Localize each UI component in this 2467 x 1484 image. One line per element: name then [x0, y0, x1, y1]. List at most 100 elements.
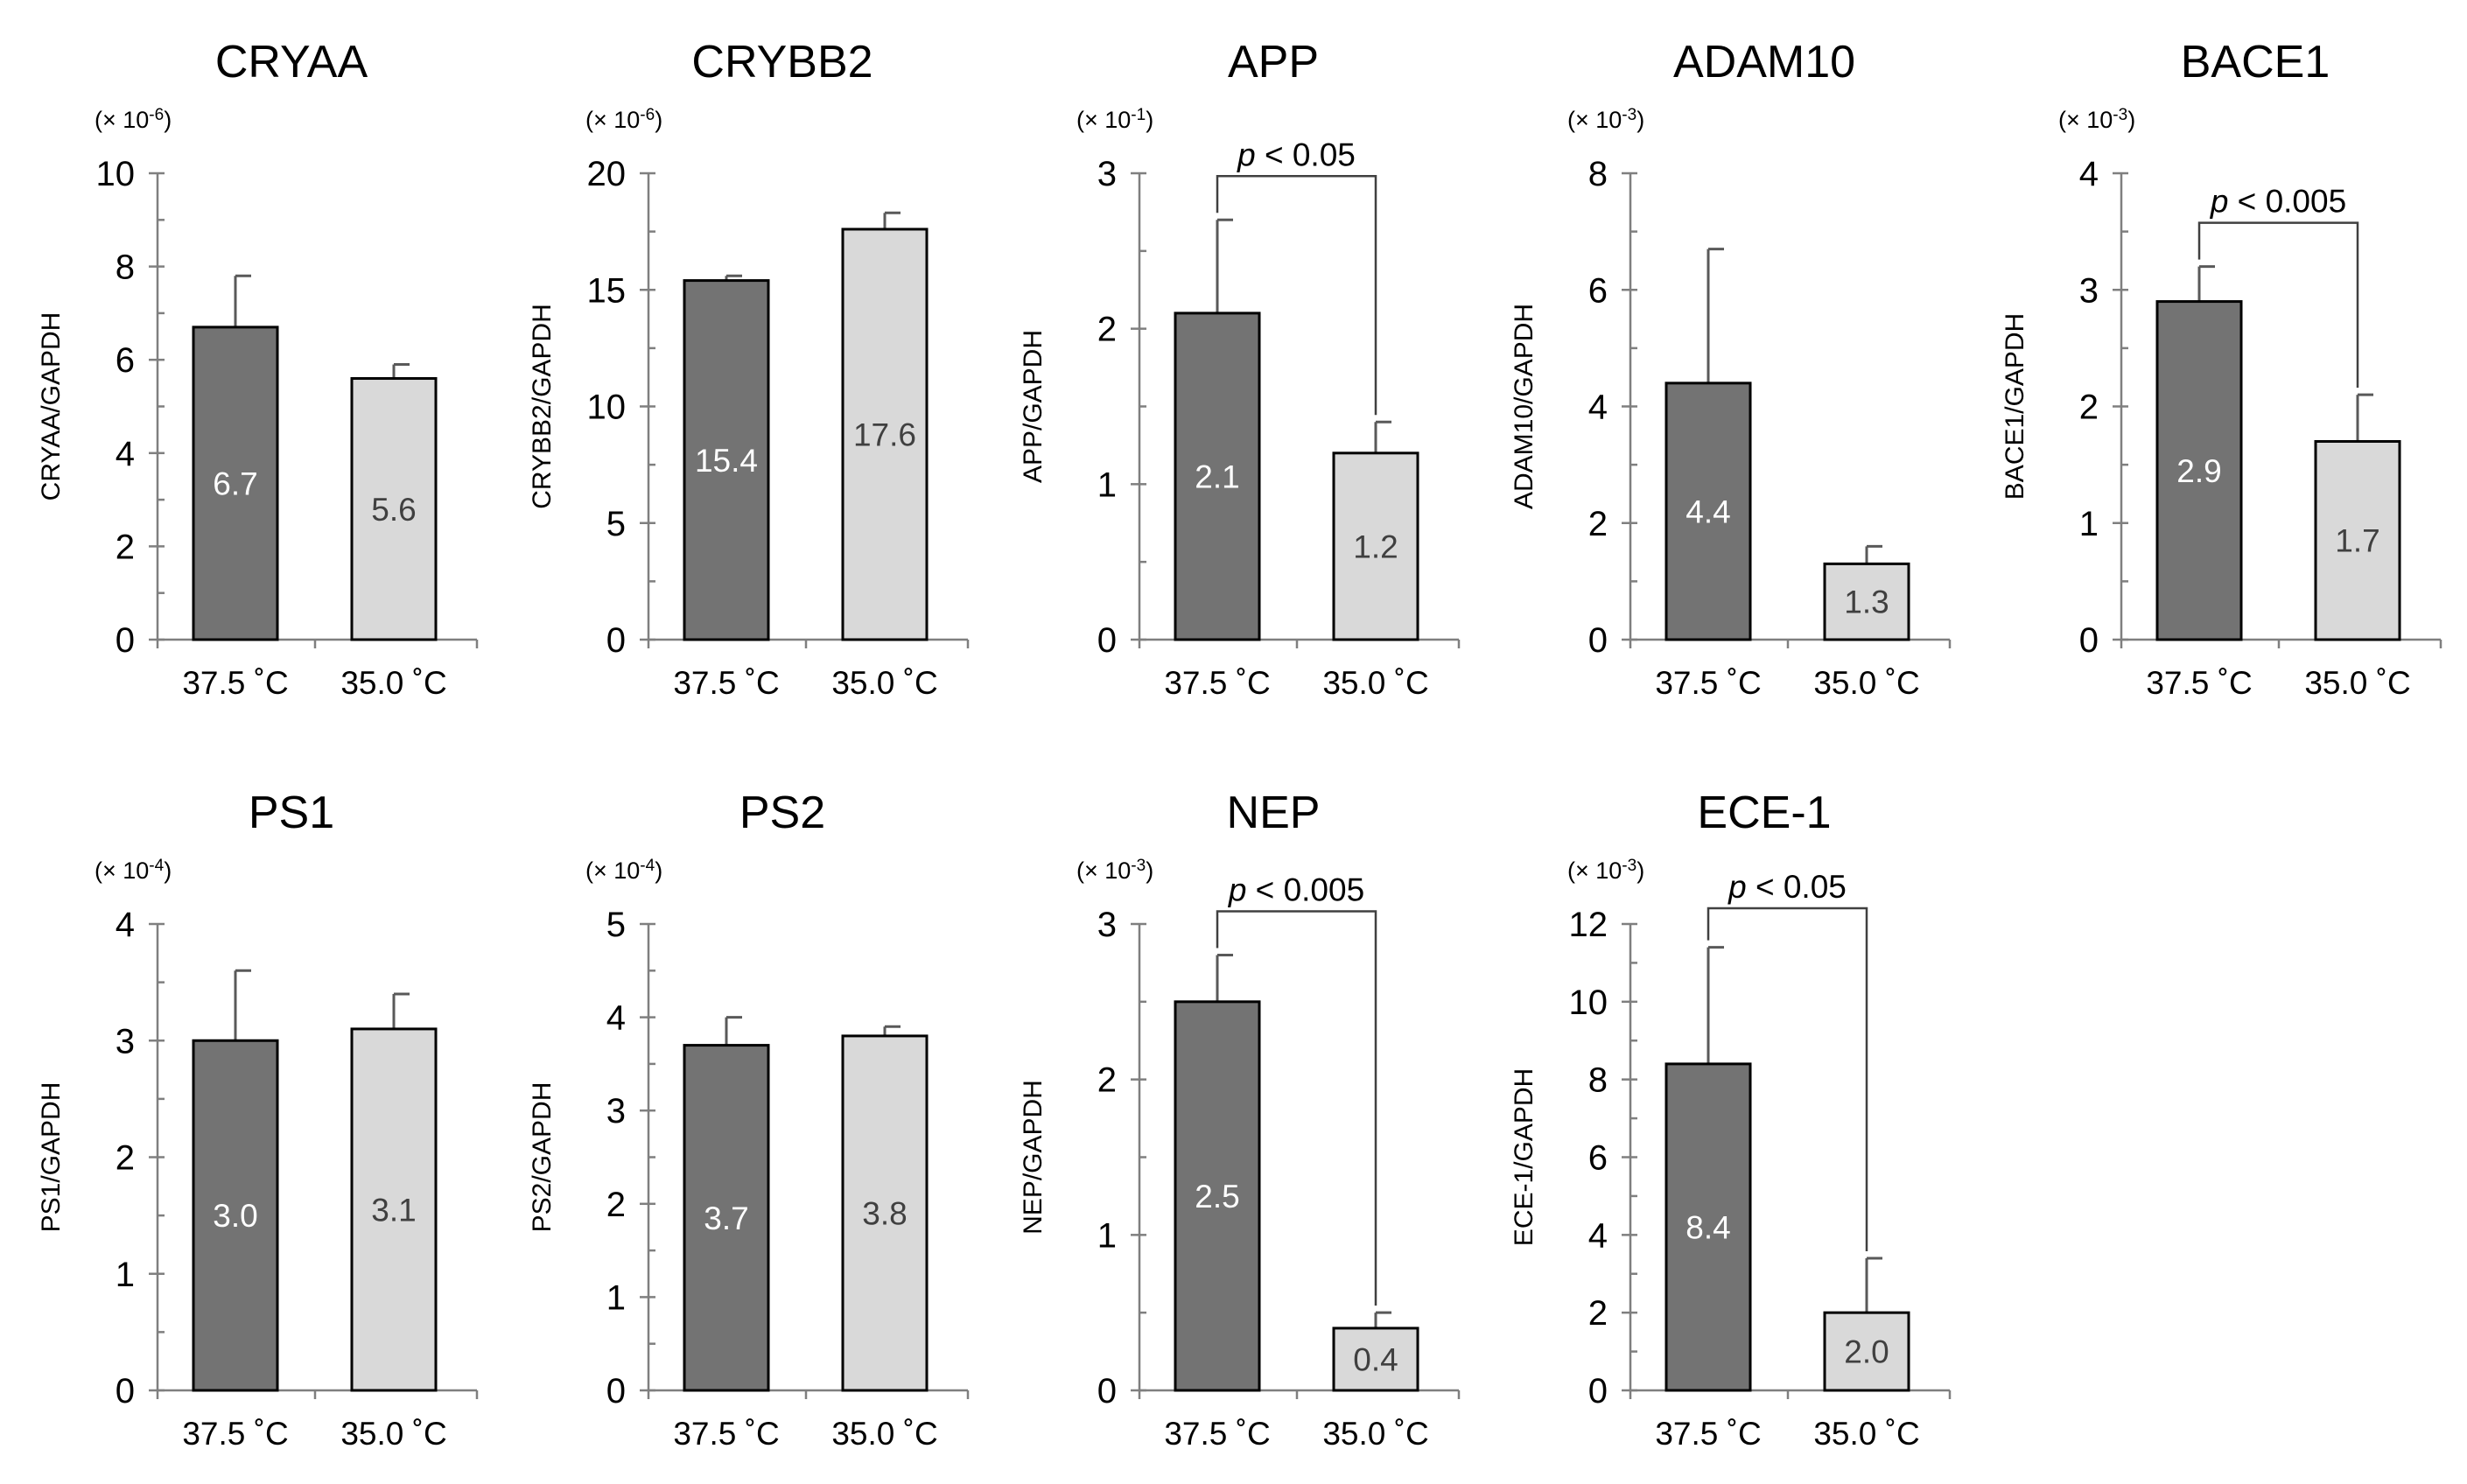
axis-multiplier: (× 10-6)	[585, 106, 662, 133]
y-tick-label: 0	[1097, 621, 1117, 660]
y-tick-label: 4	[1588, 1216, 1608, 1255]
axis-multiplier: (× 10-4)	[95, 857, 172, 884]
bar-35-0c	[1823, 1311, 1910, 1392]
multiplier-close: )	[1636, 107, 1644, 133]
y-tick-label: 0	[1588, 1372, 1608, 1410]
y-tick-label: 10	[587, 388, 627, 427]
chart-title: APP	[1228, 37, 1319, 88]
multiplier-base: (× 10	[95, 858, 149, 884]
chart-panel-crybb2: CRYBB2 (× 10-6) CRYBB2/GAPDH 0 5 10 15 20 15.4 37…	[528, 37, 970, 701]
data-label: 17.6	[853, 416, 916, 452]
chart-title: BACE1	[2181, 37, 2330, 88]
y-axis-label: PS1/GAPDH	[37, 1082, 66, 1233]
multiplier-close: )	[164, 107, 172, 133]
p-threshold: < 0.05	[1256, 136, 1356, 172]
y-tick-label: 3	[606, 1092, 626, 1130]
data-label: 15.4	[695, 443, 758, 479]
multiplier-exponent: -4	[640, 857, 655, 875]
multiplier-exponent: -4	[149, 857, 164, 875]
y-tick-label: 2	[1097, 1061, 1117, 1100]
y-tick-label: 1	[606, 1278, 626, 1317]
x-tick-label: 37.5 ˚C	[673, 665, 779, 701]
p-symbol: p	[2210, 184, 2229, 220]
bar-37-5c	[192, 326, 279, 641]
chart-title: NEP	[1227, 788, 1321, 838]
bar-37-5c	[1174, 1000, 1261, 1392]
y-tick-label: 4	[116, 906, 135, 944]
multiplier-base: (× 10	[585, 107, 640, 133]
data-label: 8.4	[1686, 1209, 1730, 1245]
y-tick-label: 10	[1569, 984, 1608, 1022]
y-tick-label: 4	[116, 435, 135, 473]
multiplier-base: (× 10	[1567, 858, 1622, 884]
multiplier-exponent: -6	[149, 106, 164, 124]
y-tick-label: 0	[116, 621, 135, 660]
y-tick-label: 0	[2079, 621, 2099, 660]
x-tick-label: 37.5 ˚C	[1164, 665, 1270, 701]
p-threshold: < 0.005	[2228, 184, 2346, 220]
x-tick-label: 35.0 ˚C	[1813, 1416, 1919, 1452]
multiplier-exponent: -3	[1622, 106, 1636, 124]
chart-title: PS1	[249, 788, 334, 838]
y-axis-label: CRYAA/GAPDH	[37, 312, 66, 501]
data-label: 2.5	[1195, 1179, 1239, 1214]
p-symbol: p	[1237, 136, 1256, 172]
multiplier-base: (× 10	[1076, 858, 1131, 884]
multiplier-exponent: -6	[640, 106, 655, 124]
axis-multiplier: (× 10-3)	[1567, 857, 1644, 884]
chart-title: PS2	[739, 788, 825, 838]
x-tick-label: 37.5 ˚C	[1655, 1416, 1761, 1452]
y-tick-label: 15	[587, 271, 627, 310]
chart-title: ADAM10	[1673, 37, 1855, 88]
y-tick-label: 20	[587, 155, 627, 193]
multiplier-exponent: -3	[1622, 857, 1636, 875]
y-tick-label: 4	[606, 999, 626, 1038]
multiplier-close: )	[1636, 858, 1644, 884]
axis-multiplier: (× 10-6)	[95, 106, 172, 133]
bar-35-0c	[1823, 562, 1910, 641]
x-tick-label: 37.5 ˚C	[182, 1416, 288, 1452]
y-tick-label: 3	[1097, 906, 1117, 944]
x-tick-label: 35.0 ˚C	[340, 665, 446, 701]
y-axis-label: PS2/GAPDH	[528, 1082, 557, 1233]
y-tick-label: 0	[606, 1372, 626, 1410]
y-tick-label: 1	[116, 1256, 135, 1294]
x-tick-label: 35.0 ˚C	[1322, 1416, 1428, 1452]
y-tick-label: 4	[2079, 155, 2099, 193]
p-threshold: < 0.05	[1747, 869, 1847, 905]
significance-bracket	[1707, 906, 1868, 1251]
data-label: 1.7	[2335, 523, 2379, 559]
y-tick-label: 1	[1097, 1216, 1117, 1255]
y-tick-label: 0	[606, 621, 626, 660]
p-symbol: p	[1228, 872, 1247, 908]
significance-label: p < 0.005	[2210, 184, 2346, 220]
y-tick-label: 0	[116, 1372, 135, 1410]
y-tick-label: 2	[2079, 388, 2099, 427]
x-tick-label: 35.0 ˚C	[831, 1416, 937, 1452]
x-tick-label: 35.0 ˚C	[1813, 665, 1919, 701]
multiplier-close: )	[655, 858, 662, 884]
y-axis-label: NEP/GAPDH	[1019, 1080, 1048, 1235]
chart-panel-ps1: PS1 (× 10-4) PS1/GAPDH 0 1 2 3 4 3.0 37.5 ˚C 3.1 35…	[37, 788, 479, 1452]
y-tick-label: 3	[116, 1022, 135, 1060]
data-label: 3.0	[213, 1198, 257, 1234]
bar-35-0c	[2314, 439, 2401, 641]
multiplier-close: )	[1146, 107, 1153, 133]
y-tick-label: 6	[116, 341, 135, 380]
bar-37-5c	[683, 279, 770, 641]
y-tick-label: 3	[1097, 155, 1117, 193]
bar-35-0c	[1332, 452, 1419, 641]
data-label: 3.7	[704, 1200, 748, 1236]
multiplier-close: )	[655, 107, 662, 133]
axis-multiplier: (× 10-3)	[1567, 106, 1644, 133]
y-tick-label: 6	[1588, 1139, 1608, 1178]
chart-panel-adam10: ADAM10 (× 10-3) ADAM10/GAPDH 0 2 4 6 8 4.4 37.5 ˚…	[1510, 37, 1952, 701]
y-tick-label: 1	[2079, 505, 2099, 543]
y-tick-label: 2	[116, 1139, 135, 1178]
chart-panel-app: APP (× 10-1) APP/GAPDH 0 1 2 3 2.1 37.5 ˚C 1.2 35.…	[1019, 37, 1461, 701]
data-label: 6.7	[213, 466, 257, 501]
significance-label: p < 0.005	[1228, 872, 1364, 908]
bar-37-5c	[192, 1039, 279, 1392]
x-tick-label: 35.0 ˚C	[831, 665, 937, 701]
